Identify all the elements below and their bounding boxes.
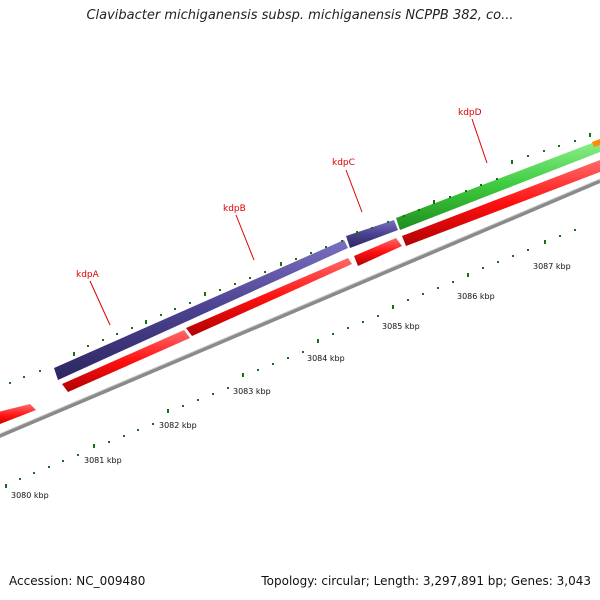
gene-label-kdpC[interactable]: kdpC [332,158,355,168]
scale-label: 3083 kbp [233,387,271,396]
orange-feature[interactable] [592,139,600,147]
genome-backbone [0,179,600,438]
kdpA-leader [89,280,111,326]
gene-labels: kdpA kdpB kdpC kdpD [76,108,488,326]
scale-label: 3080 kbp [11,491,49,500]
kdpD-feature[interactable] [396,140,600,230]
kdpD-leader [471,118,488,164]
outer-ticks [9,133,591,384]
scale-label: 3086 kbp [457,292,495,301]
cds-arrow[interactable] [402,160,600,246]
kdpB-leader [235,214,255,261]
scale-labels: 3080 kbp 3081 kbp 3082 kbp 3083 kbp 3084… [11,262,571,500]
inner-ticks [5,229,576,488]
gene-label-kdpA[interactable]: kdpA [76,270,100,280]
genome-backbone-highlight [0,178,600,435]
scale-label: 3085 kbp [382,322,420,331]
kdpC-feature[interactable] [346,220,398,248]
kdpA-kdpB-feature[interactable] [54,240,348,380]
gene-label-kdpD[interactable]: kdpD [458,108,482,118]
cds-arrow[interactable] [0,404,36,428]
scale-label: 3087 kbp [533,262,571,271]
kdpC-leader [345,169,363,213]
gene-label-kdpB[interactable]: kdpB [223,204,246,214]
cds-arrow[interactable] [186,258,352,336]
cds-arrow[interactable] [354,238,402,266]
forward-strand-features [54,139,600,380]
accession-text: Accession: NC_009480 [9,574,146,588]
scale-label: 3081 kbp [84,456,122,465]
scale-label: 3082 kbp [159,421,197,430]
reverse-strand-features [0,160,600,428]
cds-arrow[interactable] [62,330,190,392]
map-title: Clavibacter michiganensis subsp. michiga… [86,8,514,23]
scale-label: 3084 kbp [307,354,345,363]
genome-summary-text: Topology: circular; Length: 3,297,891 bp… [261,574,591,588]
